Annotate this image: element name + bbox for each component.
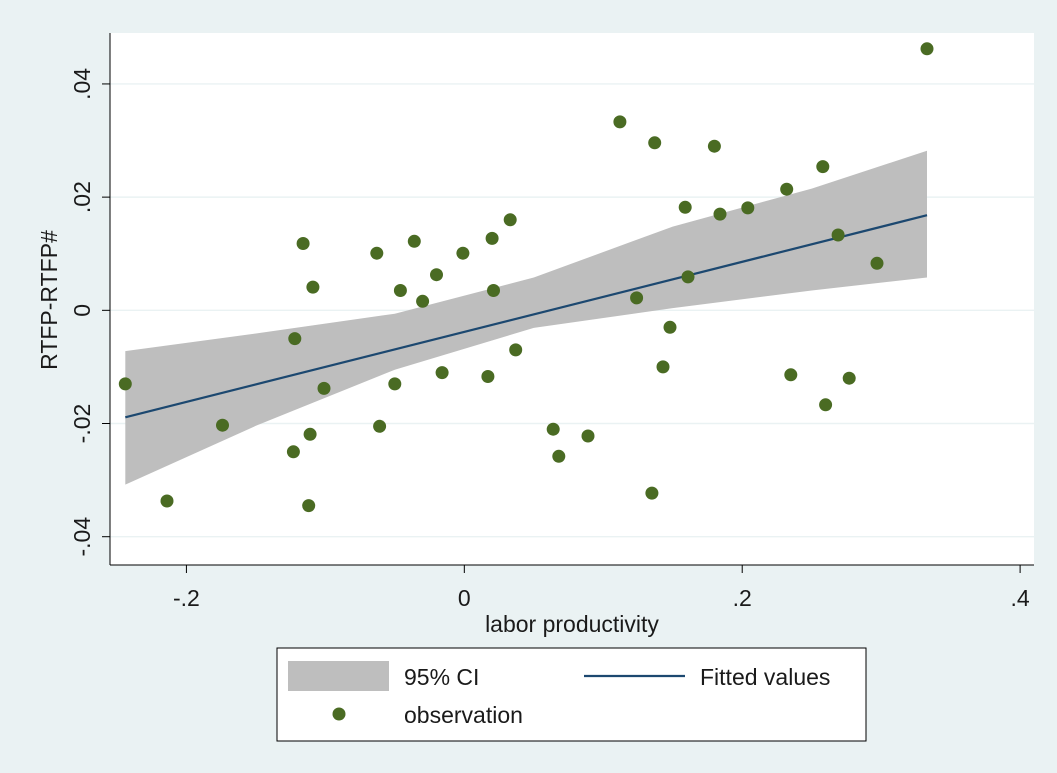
- observation-point: [481, 370, 495, 383]
- x-axis-ticks: -.2 0 .2 .4: [173, 565, 1030, 611]
- x-tick-label: .2: [733, 585, 752, 611]
- observation-point: [373, 419, 387, 433]
- observation-point: [656, 360, 670, 374]
- observation-point: [678, 200, 692, 214]
- observation-point: [456, 246, 470, 260]
- observation-point: [819, 398, 833, 412]
- x-tick-label: 0: [458, 585, 471, 611]
- fitted-line: [125, 214, 928, 419]
- observation-point: [317, 381, 331, 395]
- observation-point: [288, 332, 302, 346]
- y-axis-label: RTFP-RTFP#: [36, 230, 62, 370]
- observation-point: [707, 139, 721, 153]
- observation-point: [780, 182, 794, 196]
- observation-points: [118, 42, 934, 513]
- observation-point: [663, 320, 677, 334]
- observation-point: [306, 280, 320, 294]
- observation-point: [681, 270, 695, 284]
- y-tick-label: -.02: [69, 404, 95, 444]
- legend-observation-swatch: [332, 707, 346, 721]
- y-tick-label: 0: [69, 304, 95, 317]
- observation-point: [296, 237, 310, 250]
- observation-point: [487, 284, 500, 297]
- observation-point: [816, 160, 830, 174]
- observation-point: [388, 377, 402, 391]
- legend-fitted-label: Fitted values: [700, 664, 830, 690]
- observation-point: [920, 42, 934, 56]
- x-tick-label: -.2: [173, 585, 200, 611]
- observation-point: [485, 231, 499, 245]
- observation-point: [870, 256, 884, 270]
- observation-point: [842, 371, 856, 385]
- observation-point: [613, 115, 627, 129]
- y-tick-label: .02: [69, 181, 95, 213]
- observation-point: [831, 228, 845, 242]
- observation-point: [546, 422, 560, 436]
- observation-point: [118, 377, 132, 391]
- observation-point: [302, 499, 316, 513]
- observation-point: [503, 213, 517, 227]
- observation-point: [741, 201, 755, 215]
- observation-point: [435, 366, 449, 380]
- ci-band: [125, 150, 928, 485]
- observation-point: [160, 494, 174, 508]
- observation-point: [509, 343, 523, 357]
- legend-observation-label: observation: [404, 702, 523, 728]
- observation-point: [303, 427, 317, 441]
- y-axis-ticks: -.04 -.02 0 .02 .04: [69, 68, 110, 557]
- observation-point: [552, 449, 566, 463]
- observation-point: [286, 445, 300, 459]
- observation-point: [784, 368, 798, 382]
- legend-ci-label: 95% CI: [404, 664, 479, 690]
- legend-ci-swatch: [288, 661, 389, 691]
- observation-point: [407, 234, 421, 248]
- observation-point: [393, 284, 407, 297]
- observation-point: [216, 418, 229, 432]
- observation-point: [430, 268, 443, 282]
- legend: 95% CI Fitted values observation: [276, 647, 867, 742]
- observation-point: [648, 136, 662, 150]
- y-tick-label: .04: [69, 68, 95, 100]
- observation-point: [645, 486, 659, 500]
- observation-point: [416, 294, 430, 308]
- y-tick-label: -.04: [69, 517, 95, 557]
- observation-point: [581, 429, 595, 443]
- observation-point: [630, 291, 644, 305]
- x-tick-label: .4: [1011, 585, 1030, 611]
- observation-point: [713, 207, 727, 221]
- x-axis-label: labor productivity: [485, 611, 659, 637]
- observation-point: [370, 246, 384, 260]
